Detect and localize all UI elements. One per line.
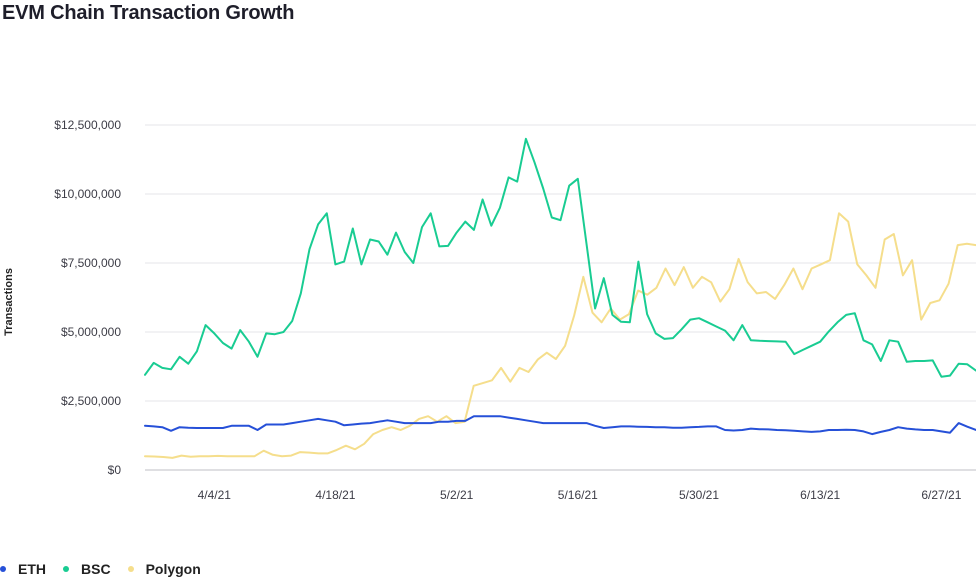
x-tick-label: 4/18/21: [315, 488, 355, 502]
legend-item-bsc[interactable]: BSC: [63, 561, 111, 577]
y-tick-label: $12,500,000: [54, 118, 121, 132]
series-line-polygon: [144, 212, 976, 459]
legend: ETH BSC Polygon: [0, 561, 218, 577]
y-axis-ticks: $0 $2,500,000 $5,000,000 $7,500,000 $10,000,…: [54, 118, 121, 477]
legend-swatch-eth: [0, 566, 6, 572]
legend-label-bsc: BSC: [81, 561, 111, 577]
x-tick-label: 5/2/21: [440, 488, 474, 502]
y-axis-label: Transactions: [3, 268, 15, 336]
x-tick-label: 5/16/21: [558, 488, 598, 502]
x-tick-label: 5/30/21: [679, 488, 719, 502]
x-axis-ticks: 4/4/21 4/18/21 5/2/21 5/16/21 5/30/21 6/13/21…: [198, 488, 962, 502]
y-tick-label: $7,500,000: [61, 256, 121, 270]
y-tick-label: $0: [108, 463, 122, 477]
y-tick-label: $5,000,000: [61, 325, 121, 339]
y-tick-label: $10,000,000: [54, 187, 121, 201]
series-lines: [144, 137, 976, 459]
legend-label-polygon: Polygon: [145, 561, 201, 577]
series-line-eth: [144, 415, 976, 436]
x-tick-label: 6/13/21: [800, 488, 840, 502]
legend-label-eth: ETH: [18, 561, 46, 577]
gridlines: [145, 124, 976, 471]
y-tick-label: $2,500,000: [61, 394, 121, 408]
series-line-bsc: [144, 137, 976, 378]
chart-title: EVM Chain Transaction Growth: [2, 2, 295, 24]
x-tick-label: 6/27/21: [921, 488, 961, 502]
legend-item-eth[interactable]: ETH: [0, 561, 46, 577]
x-tick-label: 4/4/21: [198, 488, 232, 502]
line-chart: $0 $2,500,000 $5,000,000 $7,500,000 $10,000,…: [3, 118, 976, 502]
legend-swatch-bsc: [63, 566, 69, 572]
legend-swatch-polygon: [127, 566, 134, 572]
legend-item-polygon[interactable]: Polygon: [127, 561, 201, 577]
